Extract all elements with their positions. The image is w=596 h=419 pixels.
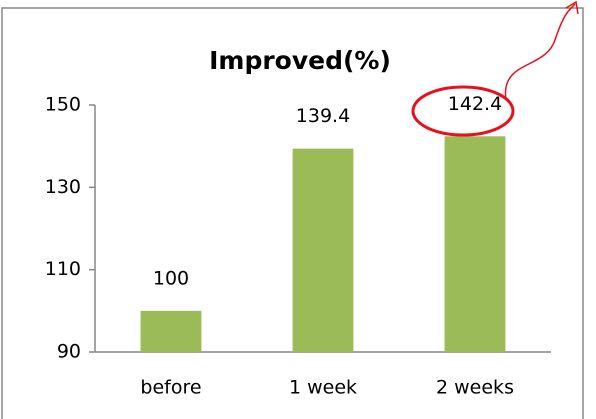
- bar: [140, 310, 202, 352]
- plot: 90 110 130 150 before 100 1 week 139.4 2 weeks 14…: [45, 93, 514, 399]
- arrow-head: [565, 0, 579, 15]
- y-tick-label: 110: [45, 258, 81, 280]
- x-tick-label: before: [140, 377, 201, 399]
- highlight-circle: [411, 85, 515, 137]
- x-tick-label: 2 weeks: [436, 377, 514, 399]
- data-label: 142.4: [448, 93, 502, 115]
- y-tick-label: 90: [57, 341, 81, 363]
- annotation-arrow: [504, 3, 576, 101]
- bar: [444, 136, 506, 352]
- data-label: 100: [153, 267, 189, 289]
- x-tick-label: 1 week: [289, 377, 357, 399]
- y-tick-label: 130: [45, 176, 81, 198]
- y-tick-label: 150: [45, 94, 81, 116]
- data-label: 139.4: [296, 105, 350, 127]
- bar: [292, 148, 354, 352]
- chart-title: Improved(%): [209, 46, 391, 75]
